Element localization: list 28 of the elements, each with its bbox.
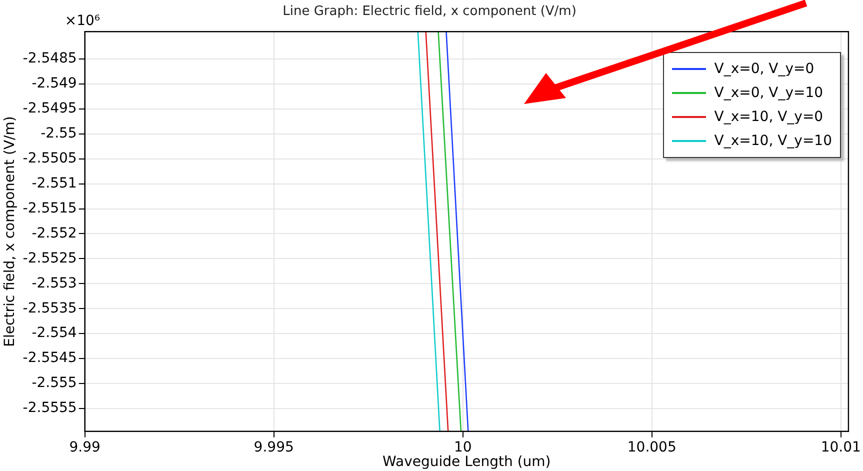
y-tick-label: -2.553 [32,275,77,292]
legend-label: V_x=0, V_y=10 [714,85,824,101]
x-tick-label: 9.99 [69,439,100,456]
y-tick-label: -2.5545 [22,350,77,366]
y-tick-label: -2.5535 [22,300,77,316]
y-tick-label: -2.549 [32,76,77,92]
y-axis-title: Electric field, x component (V/m) [2,116,18,347]
y-tick-label: -2.55 [40,126,77,142]
legend-label: V_x=10, V_y=10 [714,133,832,149]
y-tick-label: -2.552 [32,225,77,242]
y-tick-label: -2.554 [32,325,77,342]
y-tick-label: -2.551 [32,175,77,192]
y-tick-label: -2.555 [32,375,77,392]
y-tick-label: -2.5495 [22,100,77,117]
y-tick-label: -2.5505 [22,150,77,167]
x-tick-label: 10 [454,439,472,456]
x-axis-title: Waveguide Length (um) [382,454,551,470]
x-tick-label: 10.01 [820,439,861,456]
y-tick-label: -2.5515 [22,200,77,216]
y-tick-label: -2.5485 [22,50,77,67]
chart-title: Line Graph: Electric field, x component (V/m) [282,4,576,20]
x-tick-label: 10.005 [627,439,676,456]
x-tick-label: 9.995 [254,439,294,456]
y-tick-label: -2.5555 [22,400,77,416]
text: ×10⁶ [64,13,100,30]
y-tick-label: -2.5525 [22,250,77,266]
legend-label: V_x=0, V_y=0 [714,61,814,77]
legend-label: V_x=10, V_y=0 [714,109,824,125]
